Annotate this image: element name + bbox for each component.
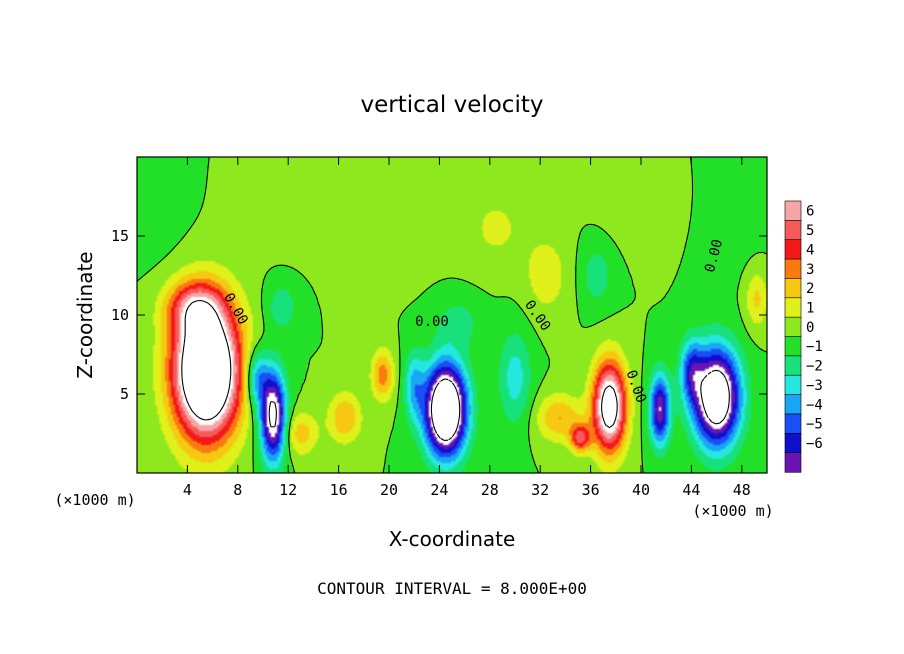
- y-axis-label: Z-coordinate: [73, 251, 97, 378]
- colorbar: 6 5 4 3 2 1 0 −1 −2 −3 −4 −5 −6: [784, 200, 823, 473]
- x-unit-right: (×1000 m): [692, 502, 773, 520]
- x-tick-label: 12: [279, 481, 297, 499]
- colorbar-swatch: [784, 316, 802, 338]
- colorbar-tick-label: 1: [806, 301, 814, 317]
- y-tick-label: 10: [111, 306, 129, 324]
- x-tick-label: 32: [531, 481, 549, 499]
- colorbar-tick-label: 6: [806, 204, 814, 220]
- y-axis-ticks: 5 10 15: [111, 227, 767, 403]
- x-tick-label: 36: [582, 481, 600, 499]
- colorbar-tick-label: −4: [806, 397, 823, 413]
- x-tick-label: 8: [233, 481, 242, 499]
- x-tick-label: 40: [632, 481, 650, 499]
- colorbar-swatch: [784, 413, 802, 434]
- x-tick-label: 16: [330, 481, 348, 499]
- colorbar-tick-label: −3: [806, 378, 823, 394]
- x-tick-label: 44: [682, 481, 700, 499]
- colorbar-tick-labels: 6 5 4 3 2 1 0 −1 −2 −3 −4 −5 −6: [806, 204, 823, 452]
- colorbar-tick-label: −6: [806, 436, 823, 452]
- x-tick-label: 28: [481, 481, 499, 499]
- colorbar-tick-label: −5: [806, 417, 823, 433]
- zero-contour-lines: [136, 156, 768, 474]
- colorbar-tick-label: 4: [806, 242, 814, 258]
- colorbar-swatch: [784, 394, 802, 415]
- colorbar-swatch: [784, 297, 802, 318]
- y-tick-label: 5: [120, 385, 129, 403]
- contour-label: 0.00: [415, 314, 449, 330]
- x-tick-label: 4: [183, 481, 192, 499]
- plot-area: 0.00 0.00 0.000.000.00 4 8 12 16 20 24 28 32 36 40 4…: [111, 156, 768, 499]
- colorbar-tick-label: 0: [806, 320, 814, 336]
- colorbar-tick-label: 3: [806, 262, 814, 278]
- colorbar-swatch: [784, 336, 802, 357]
- contour-zero: [136, 156, 768, 474]
- velocity-field-heatmap: [137, 157, 767, 473]
- x-unit-left: (×1000 m): [54, 491, 135, 509]
- contour-interval-footer: CONTOUR INTERVAL = 8.000E+00: [317, 579, 587, 598]
- contour-positive: [181, 299, 618, 429]
- colorbar-tick-label: −2: [806, 359, 823, 375]
- colorbar-swatch: [784, 258, 802, 280]
- colorbar-tick-label: 2: [806, 281, 814, 297]
- contour-negative: [268, 369, 730, 441]
- colorbar-tick-label: 5: [806, 223, 814, 239]
- colorbar-swatch: [784, 374, 802, 396]
- chart-title: vertical velocity: [361, 92, 544, 118]
- colorbar-swatches: [784, 200, 802, 473]
- colorbar-swatch: [784, 239, 802, 260]
- x-tick-label: 48: [733, 481, 751, 499]
- colorbar-swatch: [784, 220, 802, 241]
- colorbar-swatch: [784, 432, 802, 454]
- x-axis-label: X-coordinate: [389, 527, 516, 551]
- colorbar-tick-label: −1: [806, 339, 823, 355]
- x-tick-label: 24: [430, 481, 448, 499]
- y-tick-label: 15: [111, 227, 129, 245]
- colorbar-swatch: [784, 452, 802, 473]
- x-tick-label: 20: [380, 481, 398, 499]
- colorbar-swatch: [784, 200, 802, 221]
- x-axis-ticks: 4 8 12 16 20 24 28 32 36 40 44 48: [183, 157, 751, 499]
- colorbar-swatch: [784, 355, 802, 376]
- colorbar-swatch: [784, 278, 802, 299]
